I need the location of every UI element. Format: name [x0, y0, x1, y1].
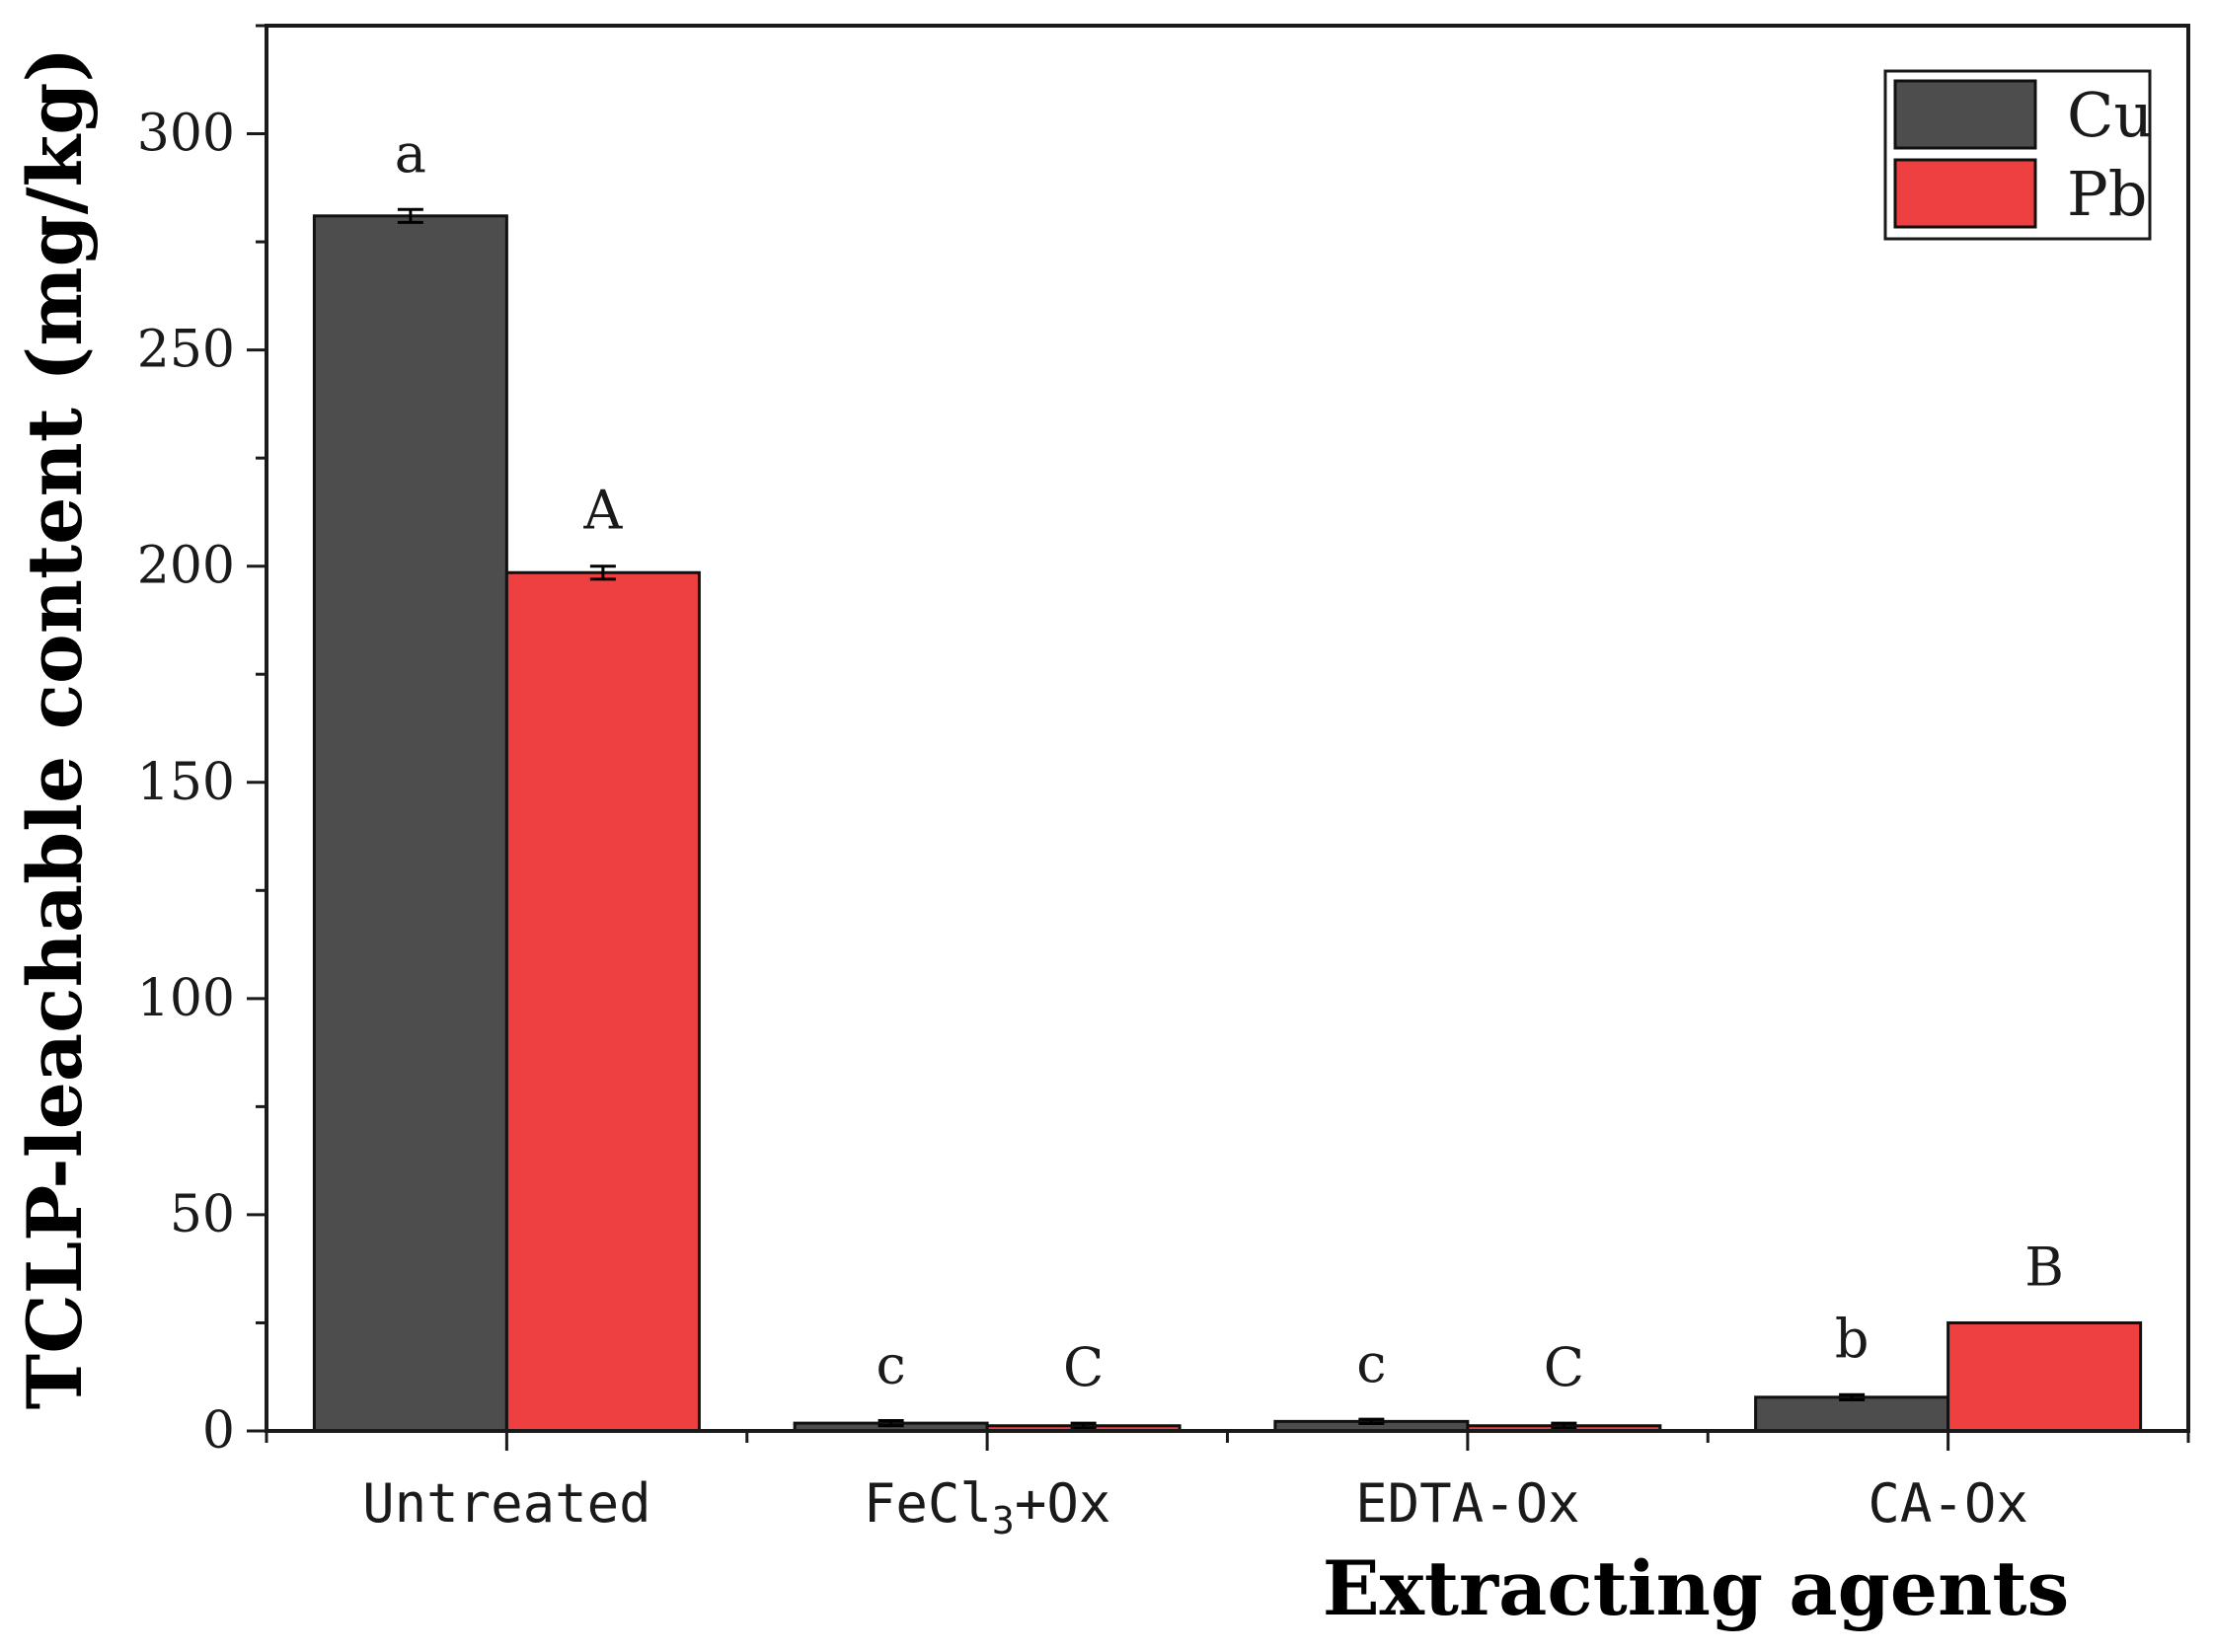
error-bar-pb-0 — [589, 564, 616, 581]
x-category-label: Untreated — [362, 1472, 651, 1535]
bar-pb-0 — [504, 570, 701, 1433]
y-axis-title: TCLP-leachable content (mg/kg) — [11, 47, 99, 1410]
significance-label-cu-0: a — [395, 122, 426, 185]
error-bar-cu-1 — [878, 1418, 904, 1428]
legend-swatch-pb — [1893, 158, 2037, 229]
significance-label-pb-1: C — [1063, 1336, 1104, 1398]
bar-cu-0 — [312, 214, 508, 1433]
y-tick-label: 300 — [137, 105, 235, 164]
error-bar-pb-2 — [1551, 1421, 1577, 1430]
significance-labels-layer: a c c b A C C B — [395, 122, 2064, 1398]
error-bar-pb-1 — [1070, 1421, 1097, 1430]
x-category-label: CA-Ox — [1868, 1472, 2028, 1535]
error-bar-cu-3 — [1839, 1392, 1866, 1401]
legend-label-pb: Pb — [2067, 158, 2147, 230]
legend-swatch-cu — [1893, 79, 2037, 150]
error-bars-layer — [397, 207, 1866, 1430]
significance-label-pb-2: C — [1544, 1336, 1584, 1398]
bar-pb-3 — [1946, 1320, 2143, 1433]
y-tick-label: 200 — [137, 537, 235, 596]
y-tick-label: 250 — [137, 321, 235, 380]
significance-label-cu-3: b — [1835, 1308, 1870, 1370]
bar-cu-3 — [1754, 1395, 1950, 1433]
significance-label-pb-0: A — [582, 480, 623, 542]
bars-layer — [312, 214, 2143, 1433]
y-tick-label: 50 — [170, 1185, 235, 1244]
legend-label-cu: Cu — [2067, 79, 2153, 151]
y-axis: 0 50 100 150 200 250 300 — [137, 24, 267, 1461]
x-category-label: FeCl3+Ox — [864, 1472, 1110, 1542]
significance-label-cu-2: c — [1356, 1332, 1386, 1394]
significance-label-pb-3: B — [2024, 1236, 2064, 1298]
x-axis: Untreated FeCl3+Ox EDTA-Ox CA-Ox — [265, 1431, 2190, 1542]
significance-label-cu-1: c — [877, 1333, 906, 1395]
error-bar-cu-2 — [1358, 1417, 1385, 1426]
x-axis-title: Extracting agents — [1323, 1544, 2070, 1632]
y-tick-label: 100 — [137, 969, 235, 1028]
x-category-label: EDTA-Ox — [1355, 1472, 1580, 1535]
error-bar-cu-0 — [397, 207, 423, 224]
y-tick-label: 150 — [137, 753, 235, 812]
y-tick-label: 0 — [202, 1401, 235, 1461]
